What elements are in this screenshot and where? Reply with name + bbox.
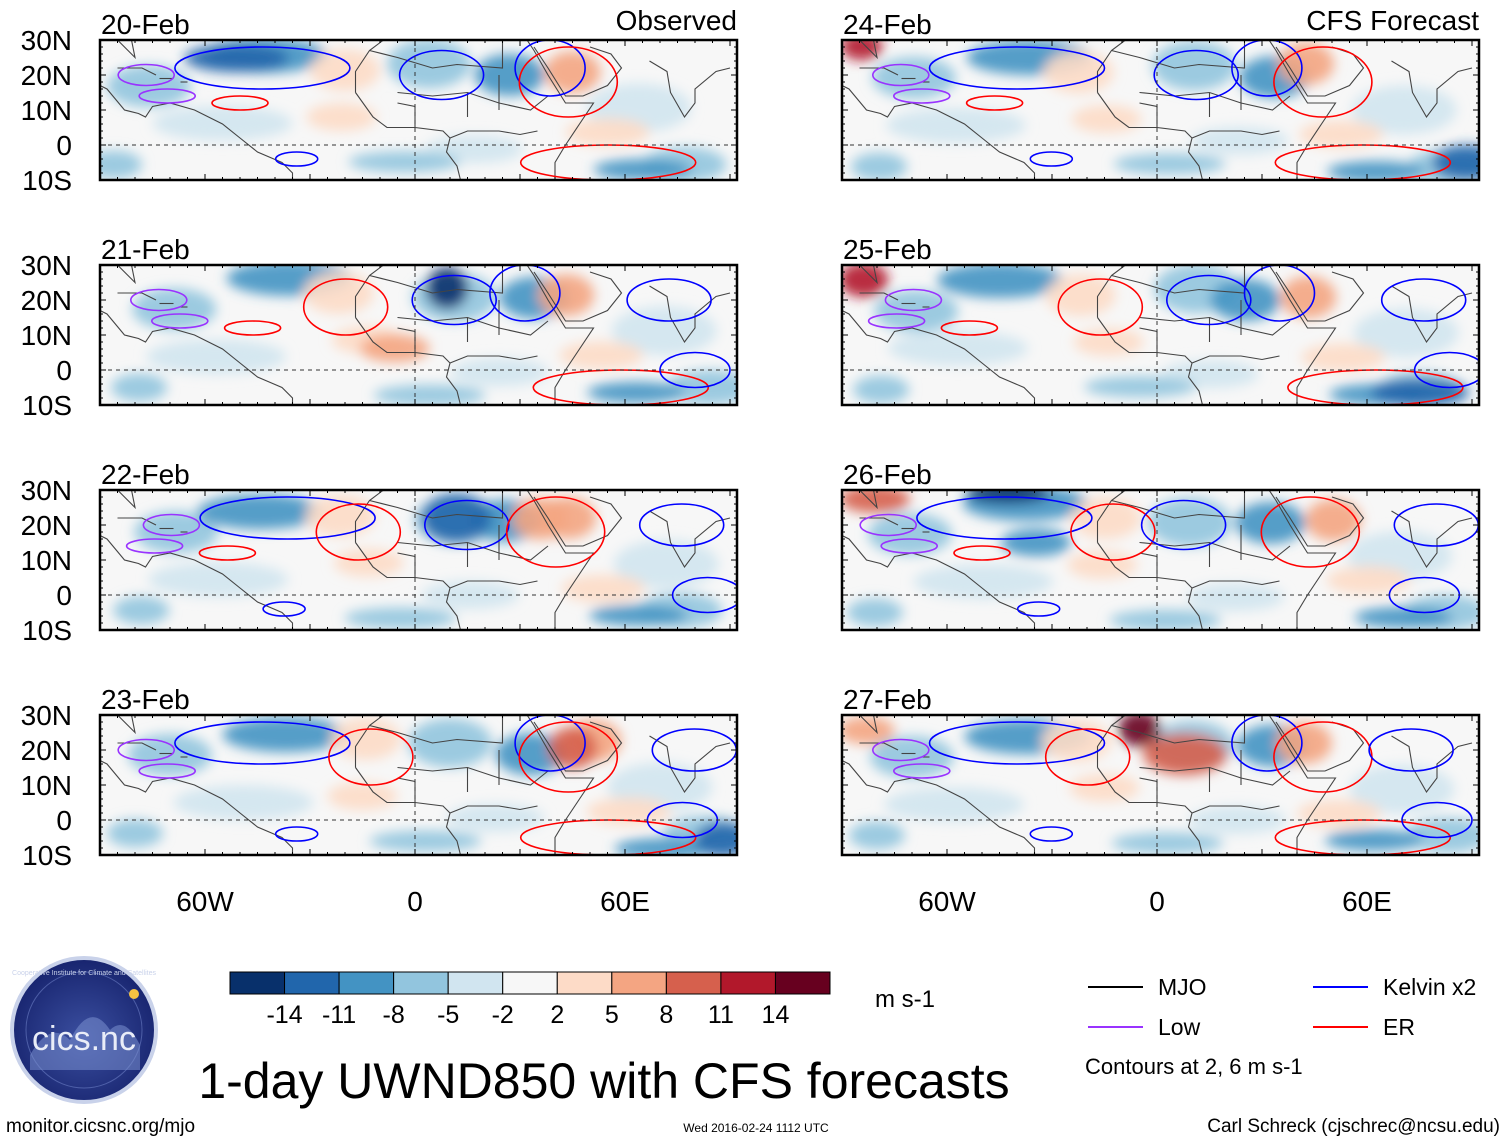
lat-tick-label: 30N (21, 700, 72, 731)
colorbar: -14 -11 -8 -5 -2 2 5 8 11 14 m s-1 (229, 971, 935, 1029)
panel-date-label: 23-Feb (101, 684, 190, 715)
colorbar-swatch (665, 971, 722, 995)
colorbar-tick-label: -2 (492, 1001, 514, 1029)
map-panel-forecast-3 (840, 488, 1481, 632)
legend-item: ER (1313, 1014, 1415, 1040)
logo-ring-text: Cooperative Institute for Climate and Sa… (12, 970, 156, 977)
map-panel-observed-4 (98, 713, 739, 857)
legend-item: Kelvin x2 (1313, 974, 1476, 1000)
colorbar-swatch (611, 971, 667, 995)
map-panel-observed-3 (98, 488, 739, 632)
footer-author: Carl Schreck (cjschrec@ncsu.edu) (1207, 1116, 1500, 1137)
wave-contours (871, 715, 1473, 855)
lon-tick-label: 60E (1342, 886, 1392, 917)
lon-tick-label: 0 (407, 886, 423, 917)
lat-tick-label: 20N (21, 735, 72, 766)
colorbar-tick-label: 2 (550, 1001, 564, 1029)
lat-tick-label: 10N (21, 770, 72, 801)
forecast-heading: CFS Forecast (1306, 5, 1479, 36)
lat-tick-label: 10S (22, 165, 72, 196)
legend-note: Contours at 2, 6 m s-1 (1085, 1054, 1303, 1079)
wind-anomaly-field (842, 40, 1479, 180)
lat-tick-label: 30N (21, 475, 72, 506)
colorbar-swatch (229, 971, 286, 995)
legend-item: MJO (1088, 974, 1207, 1000)
lat-tick-label: 10N (21, 320, 72, 351)
lat-tick-label: 0 (56, 130, 72, 161)
lat-tick-label: 30N (21, 250, 72, 281)
lat-tick-label: 10S (22, 840, 72, 871)
colorbar-swatch (774, 971, 831, 995)
colorbar-tick-label: 14 (762, 1001, 790, 1029)
footer-timestamp: Wed 2016-02-24 1112 UTC (683, 1121, 829, 1135)
map-panel-forecast-2 (840, 263, 1481, 407)
legend-label: ER (1383, 1014, 1415, 1040)
lat-tick-label: 10N (21, 545, 72, 576)
panel-date-label: 26-Feb (843, 459, 932, 490)
lat-tick-label: 0 (56, 355, 72, 386)
lat-tick-label: 20N (21, 285, 72, 316)
colorbar-swatch (720, 971, 776, 995)
lon-tick-label: 0 (1149, 886, 1165, 917)
colorbar-units: m s-1 (875, 986, 935, 1013)
map-panel-forecast-1 (840, 38, 1481, 182)
lon-tick-label: 60W (918, 886, 976, 917)
coastlines (100, 40, 731, 180)
wave-contours (867, 265, 1479, 405)
colorbar-tick-label: -8 (383, 1001, 405, 1029)
figure-title: 1-day UWND850 with CFS forecasts (198, 1053, 1009, 1109)
lat-tick-label: 20N (21, 510, 72, 541)
colorbar-tick-label: 8 (659, 1001, 673, 1029)
cicsnc-logo: cics.nc Cooperative Institute for Climat… (10, 956, 158, 1104)
colorbar-swatch (447, 971, 504, 995)
colorbar-tick-label: -14 (266, 1001, 302, 1029)
wave-contours (117, 40, 697, 180)
colorbar-swatch (393, 971, 449, 995)
map-panel-forecast-4 (840, 713, 1481, 857)
colorbar-tick-label: 5 (605, 1001, 619, 1029)
legend: MJO Kelvin x2 Low ER Contours at 2, 6 m s-1 (1085, 974, 1476, 1079)
panel-date-label: 27-Feb (843, 684, 932, 715)
panel-date-label: 22-Feb (101, 459, 190, 490)
coastlines (842, 40, 1473, 180)
colorbar-swatch (502, 971, 558, 995)
panel-date-label: 21-Feb (101, 234, 190, 265)
colorbar-swatch (284, 971, 340, 995)
lat-tick-label: 10S (22, 615, 72, 646)
footer-url: monitor.cicsnc.org/mjo (6, 1116, 195, 1137)
wind-anomaly-field (842, 715, 1479, 854)
legend-item: Low (1088, 1014, 1201, 1040)
lat-tick-label: 0 (56, 805, 72, 836)
colorbar-tick-label: 11 (708, 1001, 734, 1029)
panel-date-label: 20-Feb (101, 9, 190, 40)
lon-tick-label: 60E (600, 886, 650, 917)
lon-tick-label: 60W (176, 886, 234, 917)
logo-text: cics.nc (32, 1020, 136, 1058)
colorbar-tick-label: -11 (322, 1001, 356, 1029)
lat-tick-label: 0 (56, 580, 72, 611)
lat-tick-label: 30N (21, 25, 72, 56)
panel-date-label: 24-Feb (843, 9, 932, 40)
lat-tick-label: 10S (22, 390, 72, 421)
map-panel-observed-1 (98, 38, 739, 182)
colorbar-swatch (338, 971, 395, 995)
legend-label: Kelvin x2 (1383, 974, 1476, 1000)
lat-tick-label: 10N (21, 95, 72, 126)
coastlines (100, 265, 731, 405)
map-panel-observed-2 (98, 263, 739, 407)
wave-contours (125, 496, 737, 617)
colorbar-swatch (556, 971, 613, 995)
legend-label: MJO (1158, 974, 1207, 1000)
panel-date-label: 25-Feb (843, 234, 932, 265)
lat-tick-label: 20N (21, 60, 72, 91)
legend-label: Low (1158, 1014, 1201, 1040)
colorbar-tick-label: -5 (437, 1001, 459, 1029)
observed-heading: Observed (616, 5, 737, 36)
